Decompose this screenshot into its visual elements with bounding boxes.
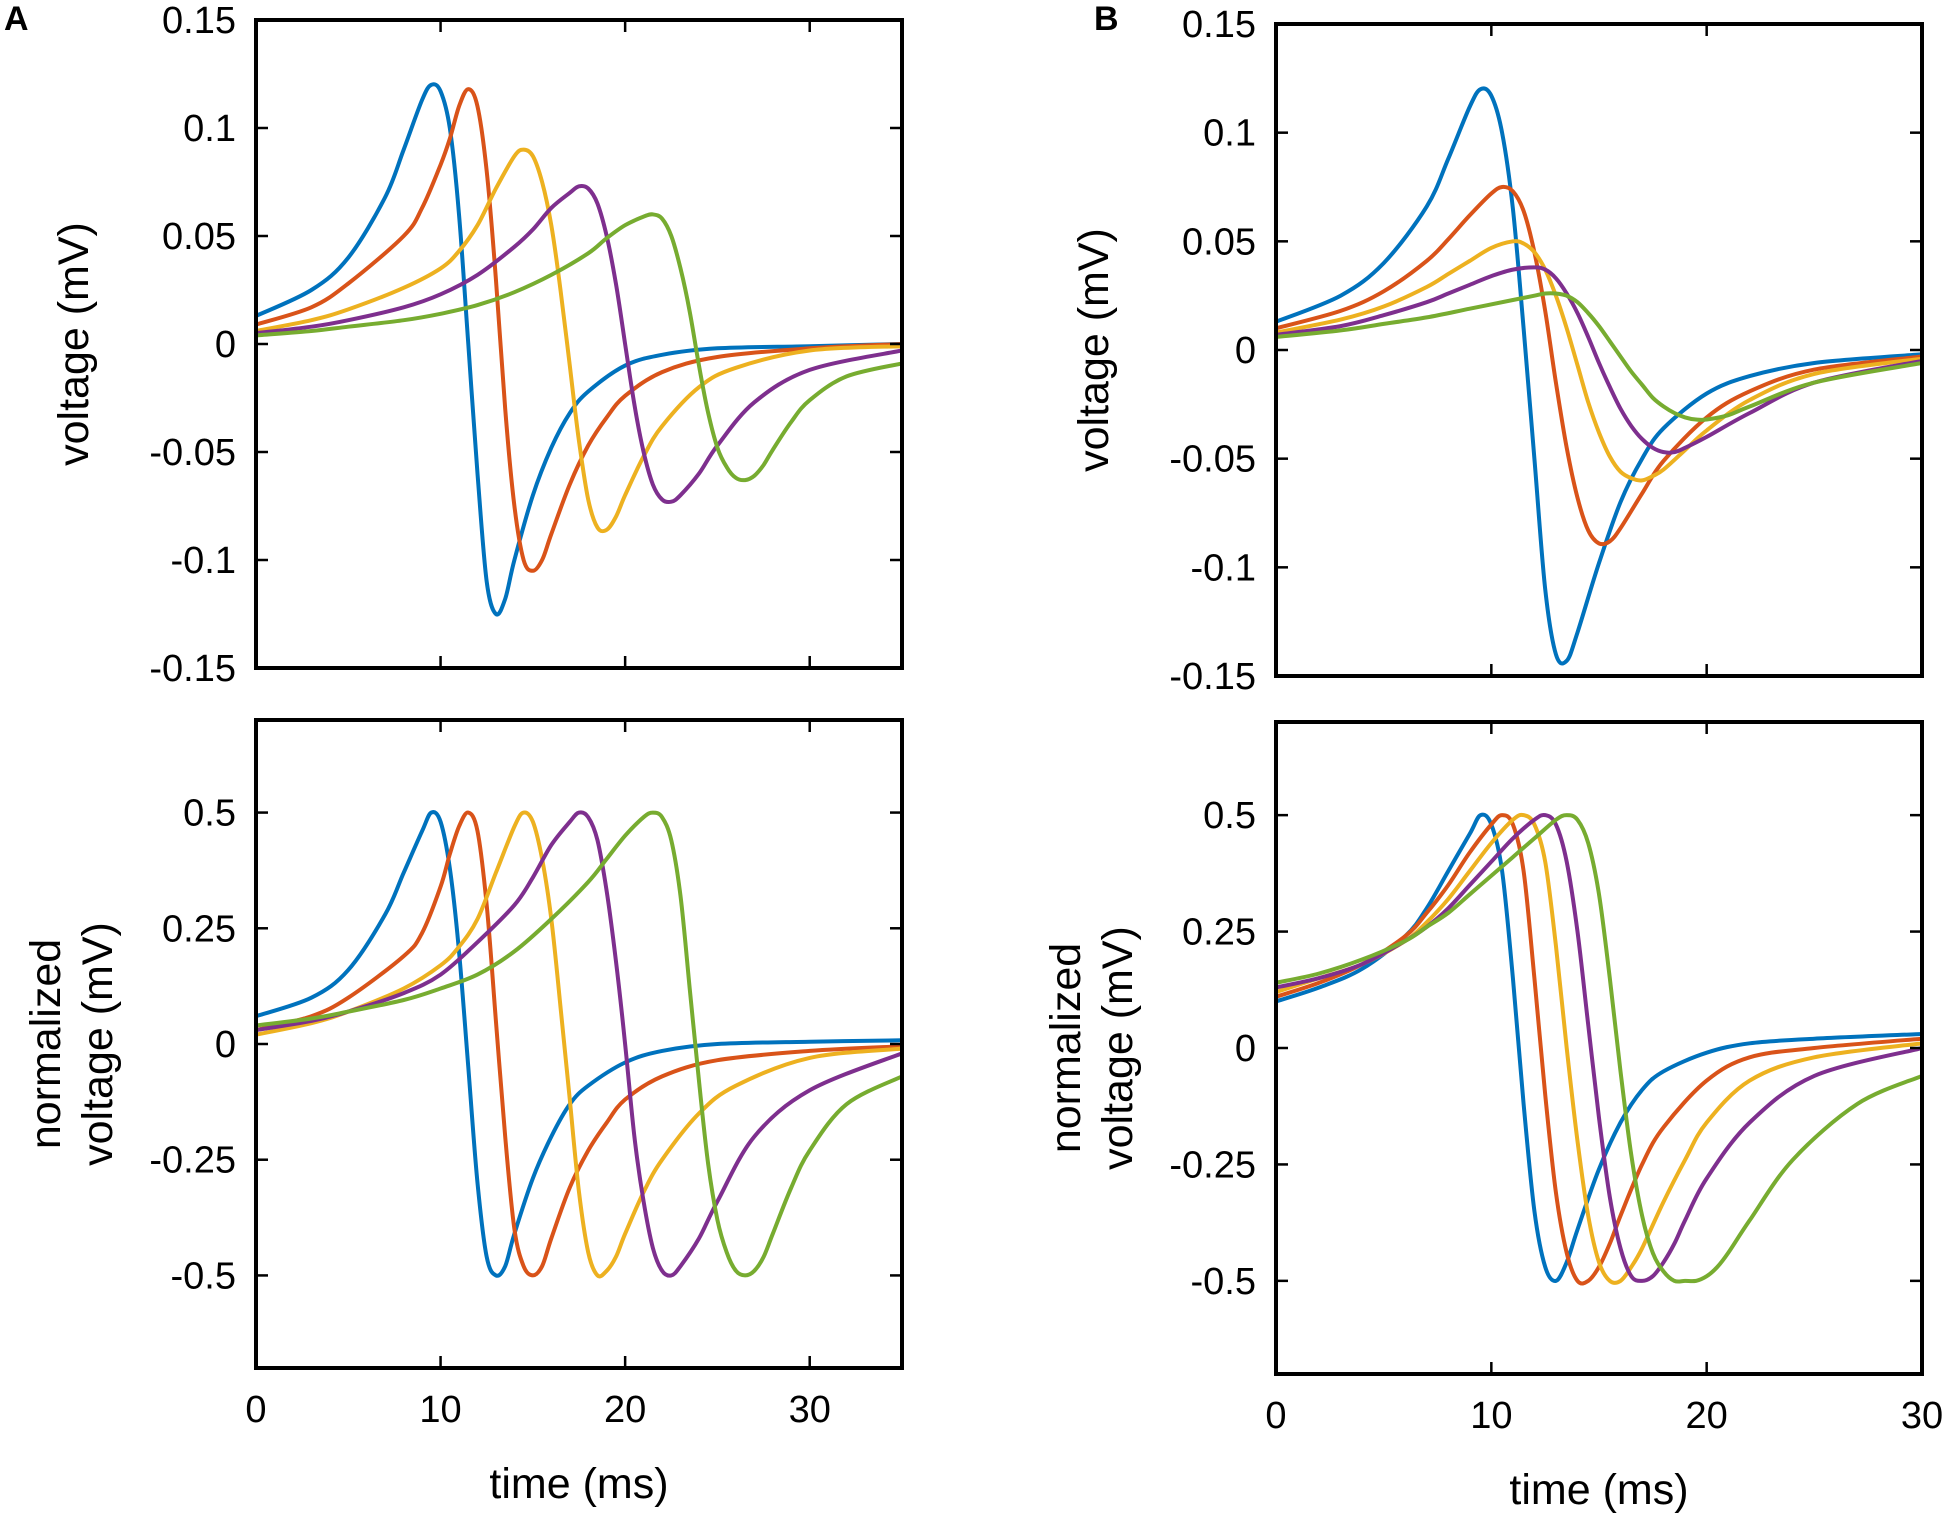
- x-axis-label: time (ms): [1509, 1466, 1688, 1514]
- y-tick-label: 0: [215, 324, 236, 366]
- y-tick-label: 0.1: [183, 108, 236, 150]
- x-tick-label: 30: [789, 1389, 831, 1431]
- y-tick-label: 0: [1235, 330, 1256, 372]
- y-tick-label: 0: [215, 1024, 236, 1066]
- y-tick-label: 0.25: [162, 908, 236, 950]
- chart-b-top: -0.15 -0.1 -0.05 0 0.05 0.1 0.15 voltage (mV): [1070, 4, 1924, 698]
- series-line-5: [256, 810, 902, 1278]
- x-tick-label: 20: [604, 1389, 646, 1431]
- y-axis-label: normalizedvoltage (mV): [1042, 926, 1142, 1170]
- series-group: [1276, 86, 1922, 666]
- y-axis-label-line: voltage (mV): [74, 922, 122, 1166]
- y-tick-label: 0.05: [1182, 221, 1256, 263]
- series-line-4: [256, 810, 902, 1278]
- y-axis-label-line: normalized: [1042, 943, 1090, 1153]
- series-group: [256, 810, 902, 1279]
- series-line-3: [256, 147, 902, 534]
- panel-label-a: A: [4, 0, 29, 38]
- y-axis-label: voltage (mV): [1070, 228, 1118, 472]
- y-tick-label: -0.05: [1169, 439, 1256, 481]
- y-tick-label: 0.5: [183, 793, 236, 835]
- series-line-4: [1276, 265, 1922, 455]
- y-tick-label: -0.25: [1169, 1144, 1256, 1186]
- plot-frame: [254, 718, 904, 1370]
- x-tick-label: 0: [1265, 1395, 1286, 1437]
- y-axis-label-line: normalized: [22, 939, 70, 1149]
- chart-b-bottom: -0.5 -0.25 0 0.25 0.5 0 10 20 30 time (ms) normali…: [1042, 720, 1943, 1514]
- y-tick-label: 0.25: [1182, 912, 1256, 954]
- y-tick-label: 0: [1235, 1028, 1256, 1070]
- y-tick-label: 0.5: [1203, 795, 1256, 837]
- series-group: [256, 82, 902, 617]
- y-tick-label: 0.15: [162, 0, 236, 42]
- series-line-3: [1276, 812, 1922, 1285]
- x-tick-label: 0: [245, 1389, 266, 1431]
- series-line-2: [256, 87, 902, 573]
- y-axis-label-line: voltage (mV): [50, 222, 98, 466]
- y-tick-label: 0.1: [1203, 113, 1256, 155]
- series-line-5: [256, 212, 902, 483]
- series-line-4: [1276, 812, 1922, 1283]
- y-tick-label: -0.05: [149, 432, 236, 474]
- x-tick-label: 10: [1470, 1395, 1512, 1437]
- x-tick-label: 20: [1686, 1395, 1728, 1437]
- plot-frame: [1274, 22, 1924, 678]
- y-tick-label: -0.5: [1191, 1261, 1256, 1303]
- plot-frame: [254, 18, 904, 670]
- series-line-2: [1276, 813, 1922, 1286]
- y-tick-label: -0.15: [149, 648, 236, 690]
- series-line-1: [256, 82, 902, 617]
- y-axis-label-line: voltage (mV): [1094, 926, 1142, 1170]
- series-line-1: [1276, 86, 1922, 666]
- x-tick-label: 30: [1901, 1395, 1943, 1437]
- series-line-5: [1276, 813, 1922, 1284]
- y-axis-label-line: voltage (mV): [1070, 228, 1118, 472]
- x-axis-label: time (ms): [489, 1460, 668, 1508]
- series-line-1: [1276, 812, 1922, 1283]
- x-tick-label: 10: [419, 1389, 461, 1431]
- y-tick-label: -0.5: [171, 1255, 236, 1297]
- y-tick-label: -0.15: [1169, 656, 1256, 698]
- panel-label-b: B: [1094, 0, 1119, 38]
- y-tick-label: -0.1: [1191, 547, 1256, 589]
- y-tick-label: -0.1: [171, 540, 236, 582]
- chart-a-bottom: -0.5 -0.25 0 0.25 0.5 0 10 20 30 time (ms) normali…: [22, 718, 904, 1508]
- series-line-5: [1276, 291, 1922, 422]
- chart-a-top: -0.15 -0.1 -0.05 0 0.05 0.1 0.15 voltage (mV): [50, 0, 904, 690]
- y-tick-label: 0.05: [162, 216, 236, 258]
- y-axis-label: normalizedvoltage (mV): [22, 922, 122, 1166]
- y-tick-label: 0.15: [1182, 4, 1256, 46]
- y-tick-label: -0.25: [149, 1140, 236, 1182]
- y-axis-label: voltage (mV): [50, 222, 98, 466]
- series-group: [1276, 812, 1922, 1286]
- series-line-2: [256, 810, 902, 1278]
- series-line-3: [256, 810, 902, 1279]
